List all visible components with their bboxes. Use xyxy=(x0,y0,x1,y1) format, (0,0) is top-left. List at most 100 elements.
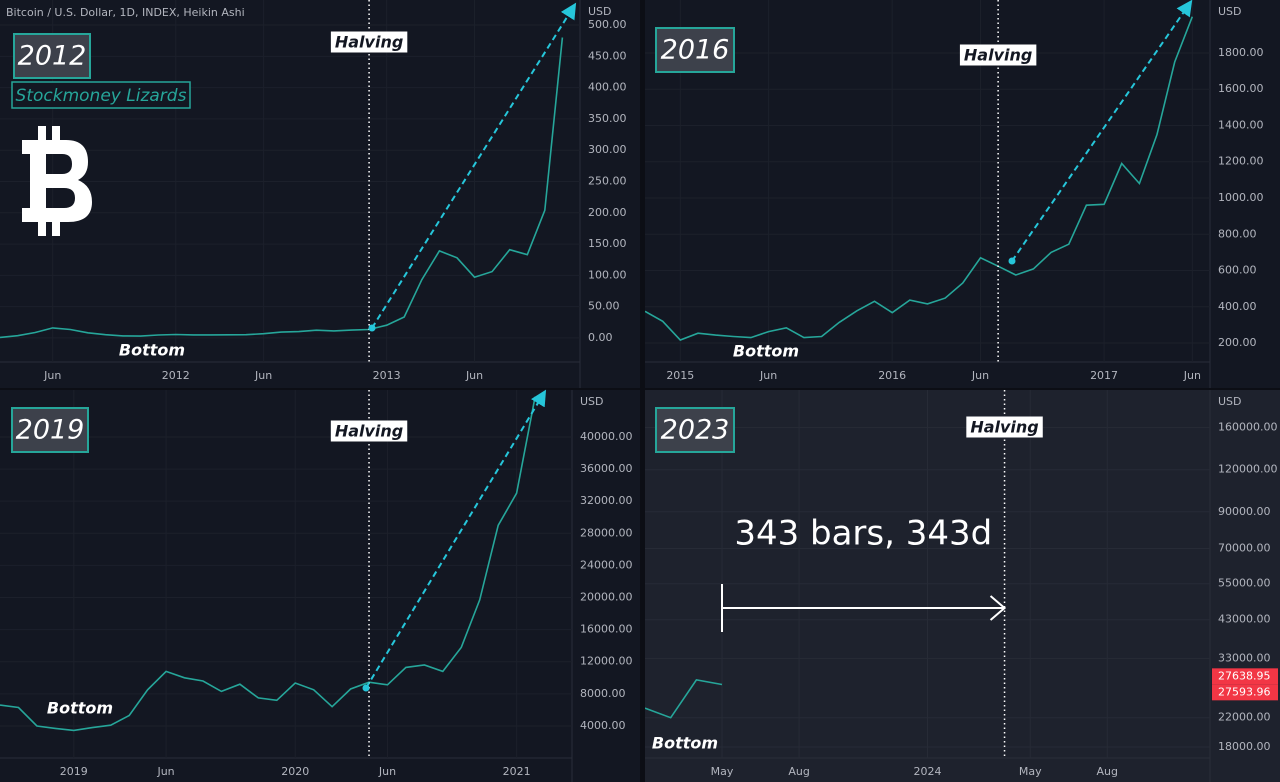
plot-area xyxy=(645,679,723,719)
y-tick-label: 1400.00 xyxy=(1218,118,1264,131)
year-box xyxy=(655,27,735,73)
y-tick-label: 28000.00 xyxy=(580,526,633,539)
halving-box xyxy=(330,420,408,442)
y-tick-label: 500.00 xyxy=(588,18,627,31)
y-tick-label: 8000.00 xyxy=(580,687,626,700)
y-tick-label: 24000.00 xyxy=(580,558,633,571)
bitcoin-logo-bar xyxy=(52,126,60,140)
x-tick-label: Jun xyxy=(378,765,396,778)
y-tick-label: 1600.00 xyxy=(1218,82,1264,95)
x-tick-label: 2021 xyxy=(503,765,531,778)
x-tick-label: Jun xyxy=(43,369,61,382)
y-tick-label: 18000.00 xyxy=(1218,740,1271,753)
year-title: 2012 xyxy=(18,41,87,72)
currency-label: USD xyxy=(1218,395,1242,408)
x-tick-label: 2016 xyxy=(878,369,906,382)
panel-background xyxy=(0,0,640,388)
y-tick-label: 200.00 xyxy=(588,206,627,219)
y-tick-label: 150.00 xyxy=(588,237,627,250)
last-price-box xyxy=(1212,684,1278,701)
trend-arrow xyxy=(365,389,547,689)
y-tick-label: 800.00 xyxy=(1218,227,1257,240)
bitcoin-logo xyxy=(22,140,92,222)
y-tick-label: 20000.00 xyxy=(580,591,633,604)
y-tick-label: 33000.00 xyxy=(1218,651,1271,664)
trend-arrow xyxy=(371,2,577,329)
y-tick-label: 16000.00 xyxy=(580,623,633,636)
y-tick-label: 450.00 xyxy=(588,49,627,62)
y-tick-label: 1000.00 xyxy=(1218,191,1264,204)
y-tick-label: 250.00 xyxy=(588,174,627,187)
y-tick-label: 100.00 xyxy=(588,268,627,281)
currency-label: USD xyxy=(588,5,612,18)
y-tick-label: 400.00 xyxy=(1218,300,1257,313)
halving-box xyxy=(959,44,1037,66)
y-tick-label: 1200.00 xyxy=(1218,155,1264,168)
chart-header: Bitcoin / U.S. Dollar, 1D, INDEX, Heikin… xyxy=(6,6,245,19)
trend-start xyxy=(1008,257,1016,265)
year-box xyxy=(13,33,91,79)
bitcoin-logo-bar xyxy=(38,126,46,140)
x-tick-label: Jun xyxy=(156,765,174,778)
y-tick-label: 350.00 xyxy=(588,112,627,125)
trend-arrow xyxy=(1011,0,1193,262)
trend-start xyxy=(368,324,376,332)
year-box xyxy=(655,407,735,453)
panel-background xyxy=(645,390,1280,782)
y-tick-label: 1800.00 xyxy=(1218,46,1264,59)
measure-head xyxy=(989,595,1007,621)
y-tick-label: 0.00 xyxy=(588,331,613,344)
y-tick-label: 300.00 xyxy=(588,143,627,156)
last-price-label: 27638.95 xyxy=(1218,669,1271,682)
x-tick-label: Jun xyxy=(254,369,272,382)
halving-label: Halving xyxy=(335,33,403,52)
bitcoin-logo-bar xyxy=(38,222,46,236)
halving-box xyxy=(330,31,408,53)
y-tick-label: 40000.00 xyxy=(580,430,633,443)
bottom-label: Bottom xyxy=(119,341,185,360)
plot-area xyxy=(0,37,564,339)
y-tick-label: 160000.00 xyxy=(1218,421,1278,434)
x-tick-label: May xyxy=(711,765,734,778)
x-tick-label: Jun xyxy=(971,369,989,382)
halving-label: Halving xyxy=(335,422,403,441)
year-title: 2019 xyxy=(16,415,85,446)
panel-background xyxy=(0,390,640,782)
bottom-label: Bottom xyxy=(652,734,718,753)
x-tick-label: Aug xyxy=(788,765,809,778)
subtitle-box xyxy=(11,81,191,109)
bitcoin-logo-bar xyxy=(52,222,60,236)
y-tick-label: 36000.00 xyxy=(580,462,633,475)
x-tick-label: Jun xyxy=(1183,369,1201,382)
y-tick-label: 43000.00 xyxy=(1218,613,1271,626)
currency-label: USD xyxy=(1218,5,1242,18)
price-line xyxy=(0,396,536,732)
bottom-label: Bottom xyxy=(733,342,799,361)
last-price-label: 27593.96 xyxy=(1218,685,1271,698)
currency-label: USD xyxy=(580,395,604,408)
bottom-label: Bottom xyxy=(47,699,113,718)
x-tick-label: Jun xyxy=(759,369,777,382)
plot-area xyxy=(0,396,536,732)
y-tick-label: 400.00 xyxy=(588,81,627,94)
year-title: 2023 xyxy=(661,415,730,446)
subtitle: Stockmoney Lizards xyxy=(16,86,187,106)
trend-start xyxy=(362,684,370,692)
price-line xyxy=(0,37,564,339)
x-tick-label: Aug xyxy=(1097,765,1118,778)
price-line xyxy=(645,16,1194,341)
x-tick-label: 2017 xyxy=(1090,369,1118,382)
x-tick-label: 2024 xyxy=(914,765,942,778)
year-title: 2016 xyxy=(661,35,730,66)
x-tick-label: 2012 xyxy=(162,369,190,382)
last-price-box xyxy=(1212,668,1278,685)
y-tick-label: 200.00 xyxy=(1218,336,1257,349)
halving-box xyxy=(966,416,1043,438)
x-tick-label: 2015 xyxy=(666,369,694,382)
halving-label: Halving xyxy=(970,418,1038,437)
x-tick-label: Jun xyxy=(465,369,483,382)
x-tick-label: May xyxy=(1019,765,1042,778)
price-line xyxy=(645,679,723,719)
y-tick-label: 120000.00 xyxy=(1218,463,1278,476)
